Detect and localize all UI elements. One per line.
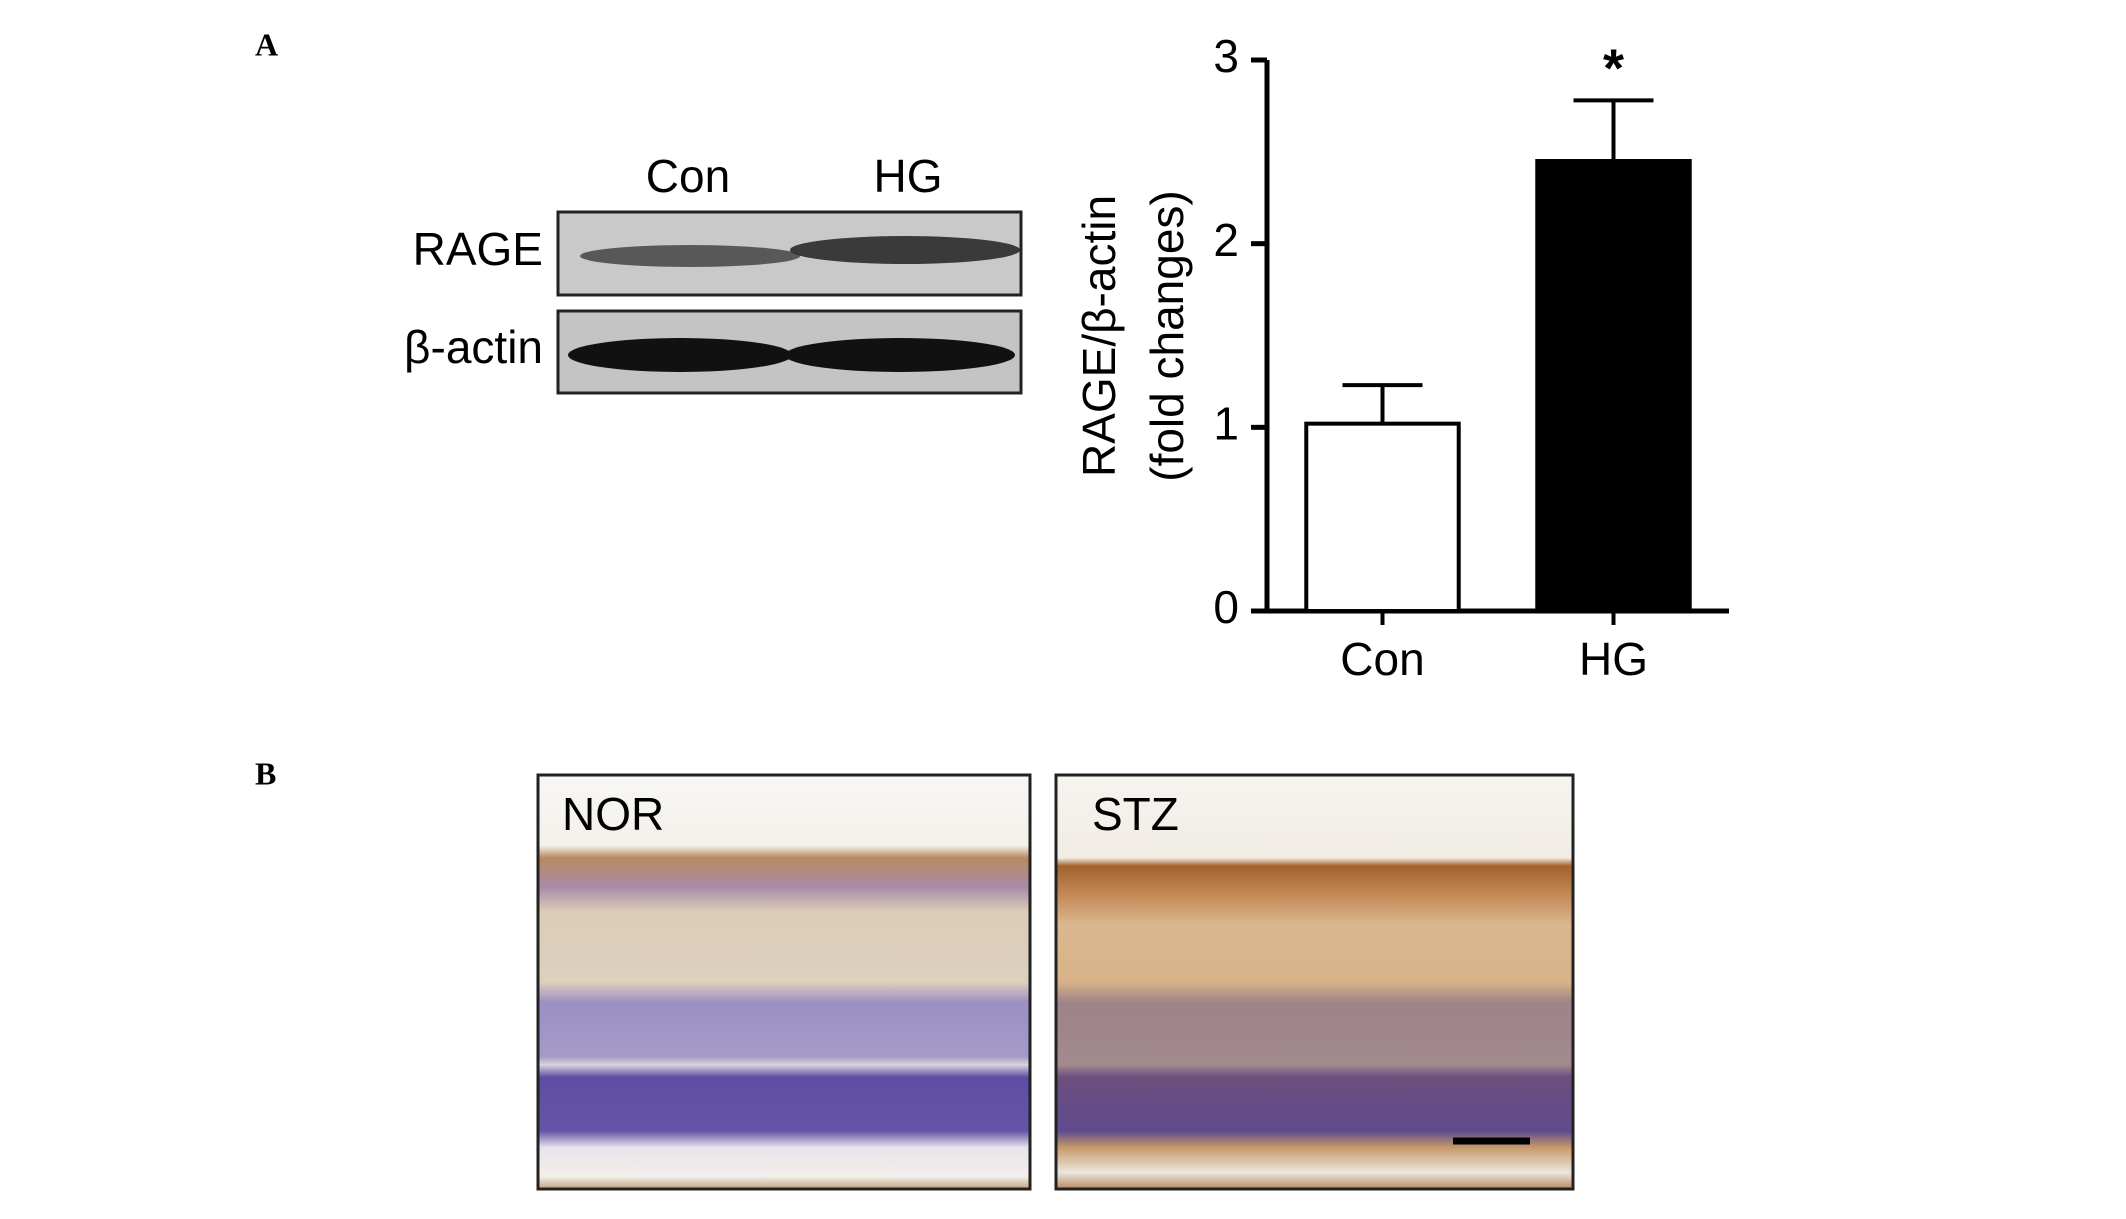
y-axis-label: (fold changes) — [1141, 190, 1193, 482]
band — [568, 338, 792, 372]
blot-row-label: β-actin — [404, 321, 543, 373]
panel-label: B — [255, 755, 276, 791]
y-tick-label: 3 — [1213, 30, 1239, 82]
image-label: NOR — [562, 788, 664, 840]
bar — [1304, 421, 1461, 613]
band — [790, 236, 1020, 264]
bar — [1535, 159, 1692, 613]
x-tick-label: Con — [1340, 633, 1424, 685]
band — [580, 245, 800, 267]
y-axis-label: RAGE/β-actin — [1073, 195, 1125, 477]
lane-label: HG — [874, 150, 943, 202]
y-tick-label: 2 — [1213, 214, 1239, 266]
significance-mark: * — [1603, 39, 1624, 99]
x-tick-label: HG — [1579, 633, 1648, 685]
band — [785, 338, 1015, 372]
image-label: STZ — [1092, 788, 1179, 840]
bar-chart: 0 1 2 3 RAGE/β-actin (fold changes) Con HG * — [1073, 30, 1729, 685]
lane-label: Con — [646, 150, 730, 202]
histology-image — [536, 773, 1032, 1191]
histology-image — [1054, 773, 1575, 1191]
blot-row-label: RAGE — [413, 223, 543, 275]
y-tick-label: 0 — [1213, 581, 1239, 633]
panel-label: A — [255, 26, 278, 62]
y-tick-label: 1 — [1213, 397, 1239, 449]
